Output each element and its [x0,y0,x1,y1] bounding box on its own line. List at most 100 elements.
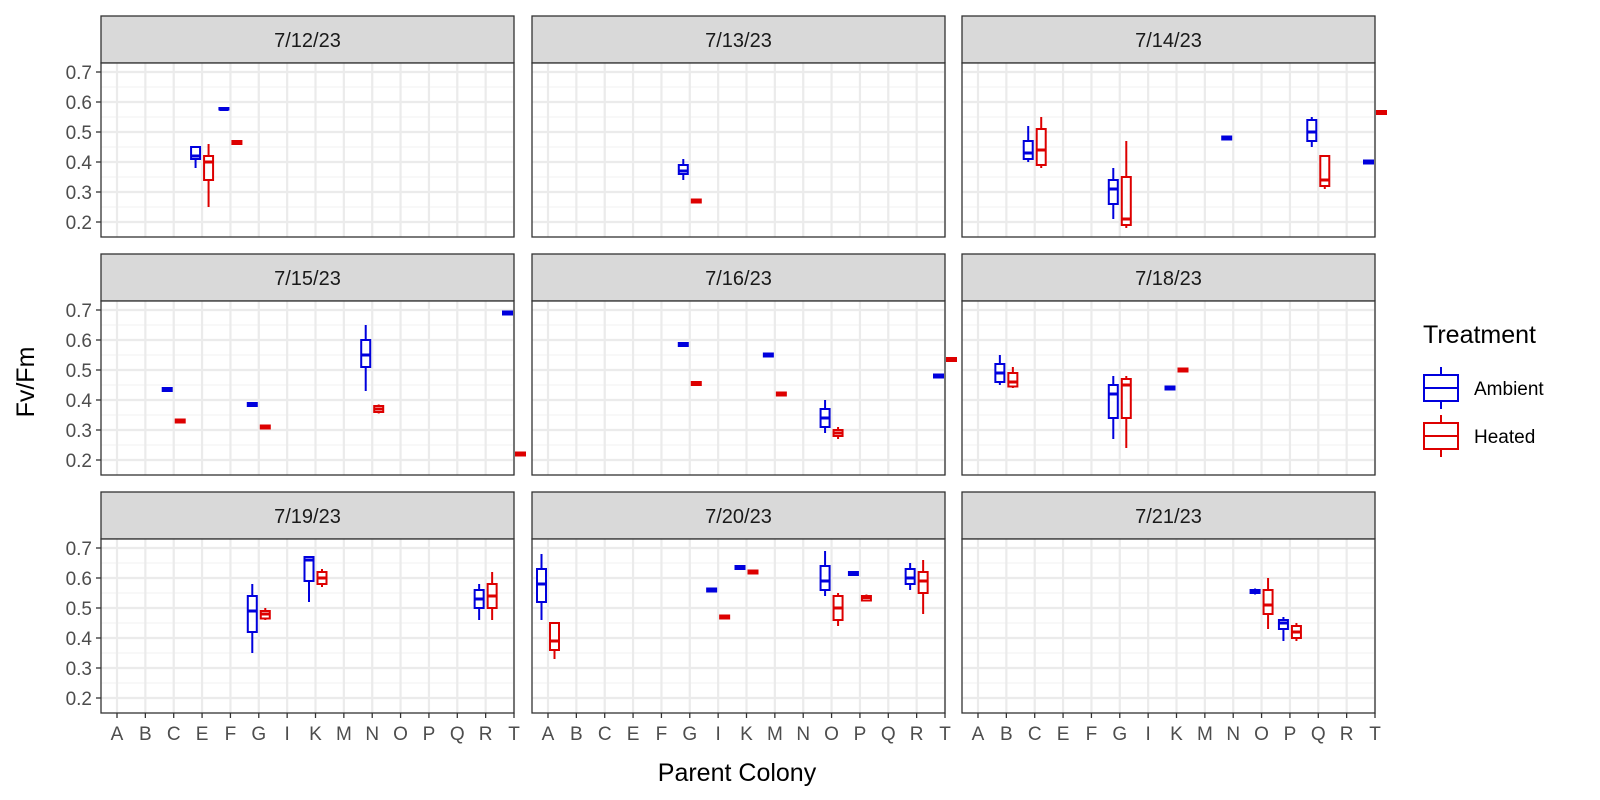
facet-strip-label: 7/16/23 [705,268,772,290]
y-tick-label: 0.3 [66,421,92,442]
box-O-ambient [1249,588,1261,595]
y-tick-label: 0.5 [66,599,92,620]
box-body [1107,179,1119,205]
panel-border [961,538,1376,714]
facet-strip-label: 7/21/23 [1135,506,1202,528]
box-N-ambient [360,325,372,391]
box-N-ambient [1221,135,1233,141]
box-B-heated [1007,367,1019,388]
x-tick-label: F [1086,724,1098,745]
box-K-ambient [734,565,746,570]
x-tick-label: O [1254,724,1269,745]
legend-label: Heated [1474,427,1535,448]
box-I-heated [719,614,731,620]
panel-border [100,538,515,714]
box-C-ambient [161,387,173,392]
box-P-ambient [847,571,859,576]
box-O-heated [832,427,844,439]
box-body [1319,155,1331,187]
box-body [1120,378,1132,419]
box-T-heated [946,357,957,362]
box-P-ambient [1277,617,1289,641]
x-tick-label: O [824,724,839,745]
box-R-ambient [473,584,485,620]
y-tick-label: 0.3 [66,659,92,680]
y-tick-label: 0.5 [66,123,92,144]
facet-strip-label: 7/18/23 [1135,268,1202,290]
box-R-heated [917,560,929,614]
box-G-heated [1120,141,1132,228]
facet-panel: 7/20/23 A B C E F G I K M N O P Q R T [531,491,951,745]
box-G-heated [690,198,702,204]
x-tick-label: B [139,724,152,745]
panel-background [101,63,514,237]
x-tick-label: N [796,724,810,745]
y-tick-label: 0.6 [66,93,92,114]
box-body [203,155,215,181]
legend-entry-ambient: Ambient [1423,367,1544,409]
box-P-heated [860,594,872,602]
y-tick-label: 0.7 [66,63,92,84]
box-G-ambient [1107,376,1119,439]
y-tick-label: 0.4 [66,153,93,174]
box-body [303,556,315,582]
x-tick-label: N [365,724,379,745]
x-tick-label: P [1284,724,1297,745]
box-F-ambient [218,107,230,111]
box-body [549,622,560,651]
box-body [1022,140,1034,160]
box-C-heated [174,418,186,424]
panel-border [531,62,946,238]
x-tick-label: C [167,724,181,745]
box-I-ambient [706,587,718,593]
x-tick-label: N [1226,724,1240,745]
box-G-ambient [1107,168,1119,219]
facet-panel: 7/15/23 0.2 0.3 0.4 0.5 0.6 0.7 [66,253,526,476]
box-K-heated [316,569,328,587]
box-O-heated [832,593,844,626]
box-F-heated [231,140,243,145]
box-R-ambient [904,563,916,590]
x-tick-label: A [111,724,124,745]
box-A-ambient [536,554,547,620]
panel-border [531,300,946,476]
box-Q-ambient [1306,117,1318,147]
box-E-ambient [190,146,202,168]
facet-panel: 7/16/23 [531,253,957,476]
box-G-ambient [677,159,689,180]
x-tick-label: Q [881,724,896,745]
box-body [1262,589,1274,615]
box-T-heated [1376,110,1387,115]
legend-entry-heated: Heated [1423,415,1535,457]
x-tick-label: E [1057,724,1070,745]
x-tick-label: R [910,724,924,745]
box-M-heated [775,391,787,397]
x-tick-label: I [716,724,721,745]
facet-strip [531,15,946,64]
panel-border [961,300,1376,476]
x-tick-label: A [972,724,985,745]
box-body [819,565,831,591]
y-tick-label: 0.7 [66,539,92,560]
box-G-heated [259,608,271,620]
box-G-heated [259,424,271,430]
y-tick-label: 0.6 [66,331,92,352]
box-R-heated [486,572,498,620]
box-O-ambient [819,551,831,596]
facet-strip [531,253,946,302]
box-Q-heated [1319,155,1331,189]
panel-border [961,62,1376,238]
facet-panel: 7/12/23 0.2 0.3 0.4 0.5 0.6 0.7 [66,15,516,238]
facet-strip [961,253,1376,302]
box-G-ambient [677,342,689,347]
box-C-heated [1035,117,1047,168]
panel-background [532,63,945,237]
box-body [1035,128,1047,166]
facet-panel: 7/13/23 [531,15,947,238]
facet-strip-label: 7/14/23 [1135,30,1202,52]
x-tick-label: Q [450,724,465,745]
facet-panels: 7/12/23 0.2 0.3 0.4 0.5 0.6 0.7 7/13/23 7/14/23 7… [66,15,1387,745]
x-tick-label: C [1028,724,1042,745]
panel-background [532,301,945,475]
x-tick-label: G [682,724,697,745]
